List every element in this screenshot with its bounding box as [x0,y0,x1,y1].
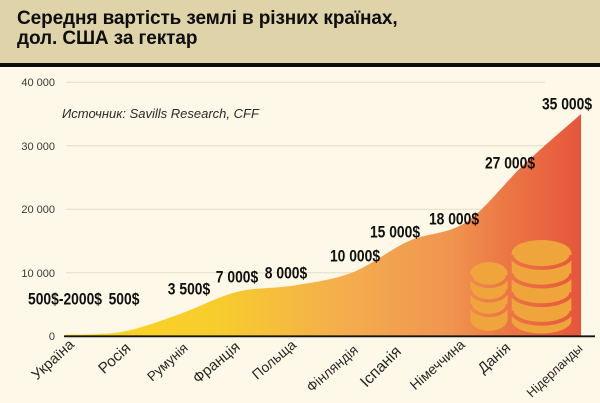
svg-text:Польща: Польща [249,336,299,382]
svg-text:Німеччина: Німеччина [407,336,468,393]
svg-text:Росія: Росія [95,340,134,378]
svg-text:Данія: Данія [475,340,514,377]
svg-text:Фінляндія: Фінляндія [304,342,361,395]
svg-text:Україна: Україна [29,336,78,383]
svg-text:Румунія: Румунія [144,340,191,384]
svg-text:Іспанія: Іспанія [357,343,405,391]
svg-text:Нідерланды: Нідерланды [524,341,585,400]
svg-text:Франція: Франція [190,339,243,387]
